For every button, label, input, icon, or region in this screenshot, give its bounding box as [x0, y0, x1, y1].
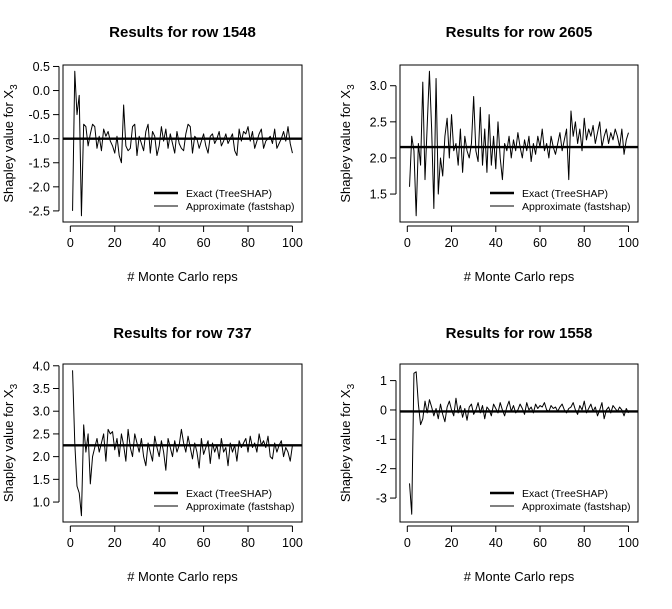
y-tick-label: 1.5: [370, 188, 387, 202]
legend-approx-label: Approximate (fastshap): [186, 501, 295, 513]
y-tick-label: 1: [380, 374, 387, 388]
x-tick-label: 20: [445, 236, 459, 250]
x-tick-label: 40: [152, 236, 166, 250]
x-tick-label: 100: [618, 536, 639, 550]
y-tick-label: 0: [380, 403, 387, 417]
y-axis-label-text: Shapley value for X: [338, 90, 353, 203]
chart-title: Results for row 2605: [446, 24, 593, 41]
x-tick-label: 60: [533, 536, 547, 550]
x-tick-label: 60: [533, 236, 547, 250]
chart-panel-1: Results for row 1548 0 20 40 60 80 100 0.5 0.0 -0…: [1, 24, 303, 284]
y-tick-label: -1: [376, 433, 387, 447]
chart-title: Results for row 737: [113, 325, 251, 342]
x-axis-label: # Monte Carlo reps: [464, 569, 575, 584]
x-axis-label: # Monte Carlo reps: [464, 269, 575, 284]
y-tick-label: -2.0: [28, 180, 50, 194]
y-axis-label-subscript: 3: [346, 383, 357, 389]
y-tick-label: 0.5: [33, 60, 50, 74]
x-tick-label: 40: [489, 536, 503, 550]
y-axis-label-text: Shapley value for X: [1, 90, 16, 203]
x-tick-label: 20: [445, 536, 459, 550]
x-tick-label: 80: [241, 536, 255, 550]
approx-series-line: [409, 70, 629, 217]
plot-box: [62, 64, 303, 223]
y-tick-label: 0.0: [33, 84, 50, 98]
legend-approx-label: Approximate (fastshap): [186, 201, 295, 213]
chart-title: Results for row 1558: [446, 325, 593, 342]
y-tick-label: 2.0: [370, 151, 387, 165]
y-tick-label: 3.0: [33, 405, 50, 419]
y-axis-label-subscript: 3: [9, 84, 20, 90]
legend-approx-label: Approximate (fastshap): [522, 201, 631, 213]
y-tick-label: 3.0: [370, 79, 387, 93]
chart-panel-4: Results for row 1558 0 20 40 60 80 100 1 0 -1 -2 -3…: [338, 325, 639, 584]
x-tick-label: 0: [67, 236, 74, 250]
x-tick-label: 60: [197, 236, 211, 250]
y-tick-label: -2.5: [28, 204, 50, 218]
legend-exact-label: Exact (TreeSHAP): [522, 188, 608, 200]
plot-box: [399, 363, 639, 523]
legend-exact-label: Exact (TreeSHAP): [186, 188, 272, 200]
plot-box: [62, 363, 303, 523]
chart-panel-2: Results for row 2605 0 20 40 60 80 100 1.5 2.0 2.…: [338, 24, 639, 284]
approx-series-line: [72, 370, 293, 517]
x-tick-label: 0: [404, 536, 411, 550]
y-tick-label: 1.0: [33, 496, 50, 510]
x-tick-label: 100: [618, 236, 639, 250]
approx-series-line: [72, 70, 293, 217]
y-tick-label: 4.0: [33, 359, 50, 373]
chart-title: Results for row 1548: [109, 24, 256, 41]
legend-approx-label: Approximate (fastshap): [522, 501, 631, 513]
y-axis-label: Shapley value for X3: [1, 383, 20, 502]
x-tick-label: 20: [108, 536, 122, 550]
y-axis-label-text: Shapley value for X: [338, 389, 353, 502]
y-axis-label-text: Shapley value for X: [1, 389, 16, 502]
y-axis-label-subscript: 3: [9, 383, 20, 389]
x-tick-label: 40: [152, 536, 166, 550]
x-axis-label: # Monte Carlo reps: [127, 269, 238, 284]
y-tick-label: 2.5: [33, 427, 50, 441]
y-axis-label: Shapley value for X3: [1, 84, 20, 203]
x-axis-label: # Monte Carlo reps: [127, 569, 238, 584]
chart-panel-3: Results for row 737 0 20 40 60 80 100 1.0 1.5 2.0…: [1, 325, 303, 584]
y-axis-label: Shapley value for X3: [338, 84, 357, 203]
y-tick-label: -1.5: [28, 156, 50, 170]
x-tick-label: 0: [404, 236, 411, 250]
y-tick-label: 3.5: [33, 382, 50, 396]
legend-exact-label: Exact (TreeSHAP): [186, 488, 272, 500]
x-tick-label: 80: [577, 536, 591, 550]
y-axis-label-subscript: 3: [346, 84, 357, 90]
x-tick-label: 80: [577, 236, 591, 250]
approx-series-line: [409, 371, 629, 515]
y-tick-label: 2.5: [370, 115, 387, 129]
y-tick-label: -2: [376, 462, 387, 476]
y-tick-label: 2.0: [33, 450, 50, 464]
x-tick-label: 60: [197, 536, 211, 550]
y-axis-label: Shapley value for X3: [338, 383, 357, 502]
x-tick-label: 40: [489, 236, 503, 250]
y-tick-label: -1.0: [28, 132, 50, 146]
x-tick-label: 80: [241, 236, 255, 250]
y-tick-label: -0.5: [28, 108, 50, 122]
x-tick-label: 100: [282, 536, 303, 550]
x-tick-label: 0: [67, 536, 74, 550]
legend-exact-label: Exact (TreeSHAP): [522, 488, 608, 500]
x-tick-label: 20: [108, 236, 122, 250]
plot-box: [399, 64, 639, 223]
y-tick-label: -3: [376, 492, 387, 506]
x-tick-label: 100: [282, 236, 303, 250]
y-tick-label: 1.5: [33, 473, 50, 487]
